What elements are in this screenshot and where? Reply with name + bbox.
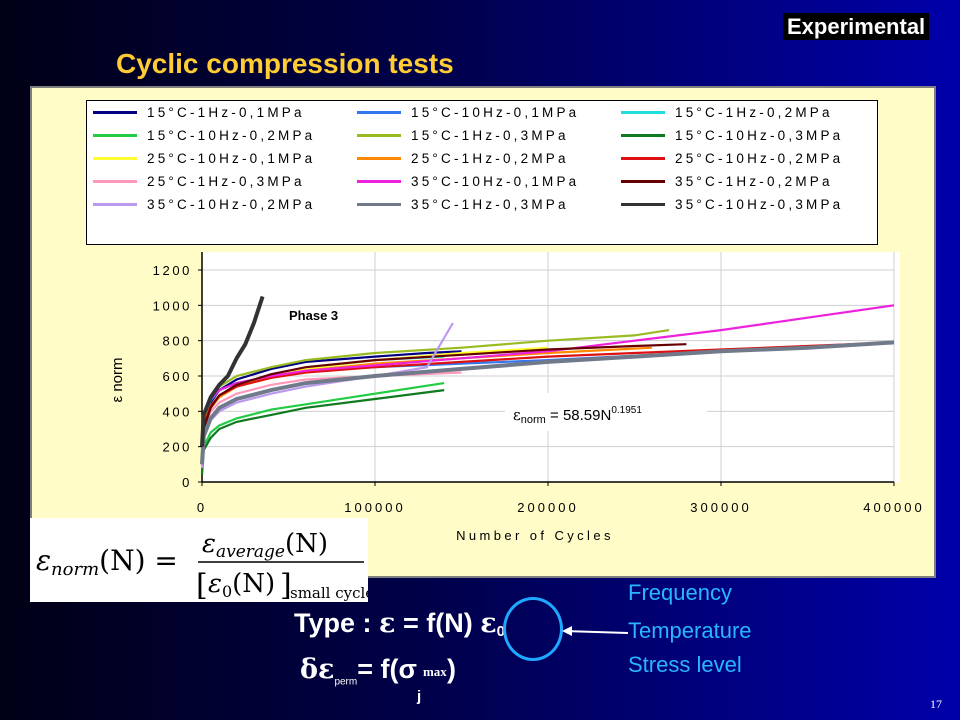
plot-ticks: 0 200 400 600 800 1000 1200 0 100000 200000 300000…: [153, 263, 924, 515]
legend-label: 35°C-1Hz-0,3MPa: [411, 197, 569, 212]
svg-text:small cycles: small cycles: [290, 584, 368, 602]
legend-label: 15°C-10Hz-0,2MPa: [147, 128, 316, 143]
svg-text:[: [: [196, 568, 208, 602]
legend-label: 15°C-1Hz-0,2MPa: [675, 105, 833, 120]
y-tick-label-6: 1200: [153, 263, 192, 278]
y-tick-label-1: 200: [163, 440, 193, 455]
series-line-13: [200, 340, 895, 465]
x-tick-label-3: 300000: [690, 500, 751, 515]
type-equation: Type : ε = f(N) ε0: [294, 608, 505, 640]
legend-swatch: [93, 180, 137, 183]
svg-text:εaverage(N): εaverage(N): [202, 529, 328, 562]
legend-swatch: [93, 203, 137, 206]
legend-swatch: [357, 203, 401, 206]
chart-legend: 15°C-1Hz-0,1MPa 15°C-10Hz-0,1MPa 15°C-1Hz-…: [86, 100, 878, 245]
y-tick-label-0: 0: [182, 475, 192, 490]
legend-label: 15°C-1Hz-0,1MPa: [147, 105, 305, 120]
legend-entry-10: 35°C-10Hz-0,1MPa: [357, 174, 579, 189]
legend-swatch: [621, 203, 665, 206]
legend-entry-3: 15°C-10Hz-0,2MPa: [93, 128, 315, 143]
legend-label: 25°C-1Hz-0,2MPa: [411, 151, 569, 166]
y-tick-label-5: 1000: [153, 298, 192, 313]
factor-temperature: Temperature: [628, 618, 752, 643]
y-axis-label-text: ε norm: [109, 357, 126, 402]
legend-swatch: [357, 134, 401, 137]
legend-swatch: [357, 180, 401, 183]
legend-entry-0: 15°C-1Hz-0,1MPa: [93, 105, 305, 120]
fit-rhs: = 58.59N: [546, 407, 611, 424]
fit-annotation: εnorm = 58.59N0.1951: [505, 393, 707, 431]
legend-entry-7: 25°C-1Hz-0,2MPa: [357, 151, 569, 166]
permanent-strain-equation: δεperm= f(σ j max): [300, 654, 456, 705]
legend-entry-13: 35°C-1Hz-0,3MPa: [357, 197, 569, 212]
legend-label: 35°C-10Hz-0,1MPa: [411, 174, 580, 189]
phase-annotation: Phase 3: [289, 308, 338, 323]
series-line-3: [200, 382, 445, 472]
legend-label: 35°C-1Hz-0,2MPa: [675, 174, 833, 189]
x-tick-label-2: 200000: [517, 500, 578, 515]
y-tick-label-2: 400: [163, 404, 193, 419]
legend-entry-5: 15°C-10Hz-0,3MPa: [621, 128, 843, 143]
normalization-formula: εnorm(N) = εaverage(N) [ ε0(N) ] small c…: [30, 518, 382, 603]
legend-label: 25°C-10Hz-0,2MPa: [675, 151, 844, 166]
legend-swatch: [93, 111, 137, 114]
svg-text:εnorm = 58.59N0.1951: εnorm = 58.59N0.1951: [513, 405, 642, 426]
legend-swatch: [93, 134, 137, 137]
legend-swatch: [357, 157, 401, 160]
y-axis-label: ε norm: [109, 357, 126, 402]
y-tick-label-3: 600: [163, 369, 193, 384]
legend-entry-14: 35°C-10Hz-0,3MPa: [621, 197, 843, 212]
legend-swatch: [621, 157, 665, 160]
legend-swatch: [621, 134, 665, 137]
series-line-5: [200, 389, 445, 475]
legend-entry-4: 15°C-1Hz-0,3MPa: [357, 128, 569, 143]
x-tick-label-0: 0: [197, 500, 207, 515]
fit-exp: 0.1951: [611, 405, 642, 416]
svg-text:ε0(N): ε0(N): [208, 569, 275, 601]
legend-entry-2: 15°C-1Hz-0,2MPa: [621, 105, 833, 120]
legend-label: 15°C-10Hz-0,3MPa: [675, 128, 844, 143]
x-tick-label-4: 400000: [863, 500, 924, 515]
page-number: 17: [930, 697, 942, 711]
svg-text:εnorm(N) =: εnorm(N) =: [36, 544, 178, 580]
legend-swatch: [357, 111, 401, 114]
legend-label: 15°C-1Hz-0,3MPa: [411, 128, 569, 143]
legend-swatch: [93, 157, 137, 160]
x-tick-label-1: 100000: [344, 500, 405, 515]
legend-label: 15°C-10Hz-0,1MPa: [411, 105, 580, 120]
legend-entry-1: 15°C-10Hz-0,1MPa: [357, 105, 579, 120]
factor-frequency: Frequency: [628, 580, 732, 605]
fit-eps: ε: [513, 406, 521, 424]
plot-series: [200, 295, 895, 475]
highlight-circle: [503, 597, 563, 661]
legend-entry-11: 35°C-1Hz-0,2MPa: [621, 174, 833, 189]
legend-label: 35°C-10Hz-0,2MPa: [147, 197, 316, 212]
svg-text:]: ]: [280, 568, 292, 602]
series-line-14: [200, 295, 265, 447]
x-axis-label: Number of Cycles: [456, 528, 614, 543]
y-tick-label-4: 800: [163, 334, 193, 349]
slide-title: Cyclic compression tests: [116, 48, 454, 79]
legend-entry-8: 25°C-10Hz-0,2MPa: [621, 151, 843, 166]
factor-stress-level: Stress level: [628, 652, 742, 677]
fit-sub: norm: [521, 414, 546, 426]
arrow-icon: [562, 626, 629, 636]
legend-entry-12: 35°C-10Hz-0,2MPa: [93, 197, 315, 212]
legend-label: 25°C-10Hz-0,1MPa: [147, 151, 316, 166]
legend-entry-6: 25°C-10Hz-0,1MPa: [93, 151, 315, 166]
legend-swatch: [621, 180, 665, 183]
legend-label: 35°C-10Hz-0,3MPa: [675, 197, 844, 212]
legend-entry-9: 25°C-1Hz-0,3MPa: [93, 174, 305, 189]
legend-swatch: [621, 111, 665, 114]
series-line-11: [200, 343, 687, 465]
legend-label: 25°C-1Hz-0,3MPa: [147, 174, 305, 189]
section-tag: Experimental: [783, 13, 930, 40]
